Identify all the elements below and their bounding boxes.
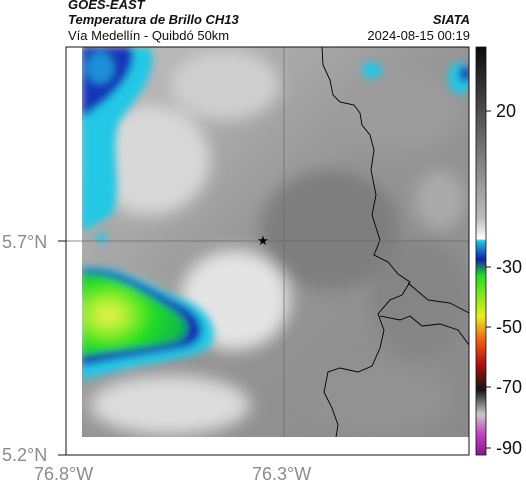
lon-tick-76.3: 76.3°W <box>252 464 312 484</box>
colorbar-tick-minus70: -70 <box>496 377 523 397</box>
lon-tick-76.8: 76.8°W <box>34 464 94 484</box>
star-icon: ★ <box>257 233 269 248</box>
colorbar-tick-minus50: -50 <box>496 317 523 337</box>
colorbar <box>475 46 487 456</box>
map-frame <box>65 46 470 456</box>
timestamp: 2024-08-15 00:19 <box>367 28 470 43</box>
title-line-2: Temperatura de Brillo CH13 <box>68 12 239 27</box>
satellite-image <box>82 47 469 437</box>
title-line-1: GOES-EAST <box>68 0 145 12</box>
country-border <box>321 47 411 437</box>
lat-tick-5.7: 5.7°N <box>2 232 48 252</box>
subtitle: Vía Medellín - Quibdó 50km <box>68 28 230 43</box>
colorbar-tick-minus90: -90 <box>496 438 523 458</box>
organization-label: SIATA <box>432 12 470 27</box>
colorbar-tick-minus30: -30 <box>496 257 523 277</box>
colorbar-tick-20: 20 <box>496 101 517 121</box>
lat-tick-5.2: 5.2°N <box>2 445 48 465</box>
